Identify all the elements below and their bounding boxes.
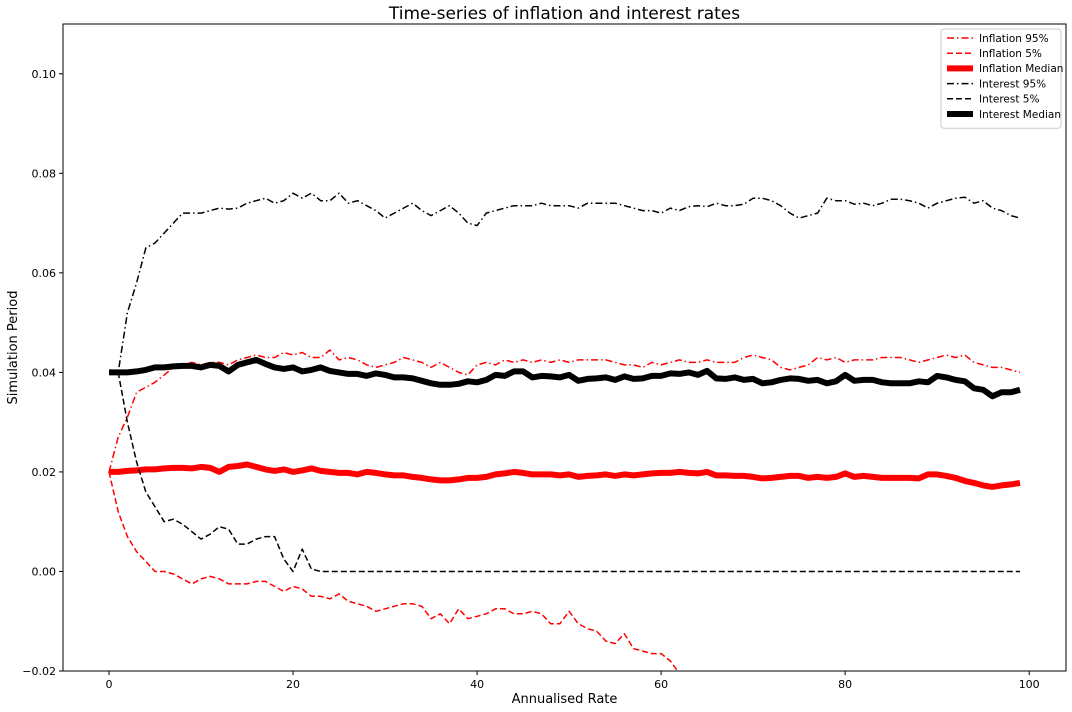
x-tick-label: 60 — [654, 678, 668, 691]
plot-frame — [62, 23, 1067, 672]
y-tick-label: 0.10 — [32, 68, 57, 81]
legend-label: Interest 95% — [979, 78, 1046, 90]
series-line-3 — [109, 192, 1021, 374]
y-axis-ticks: −0.02 0.00 0.02 0.04 0.06 0.08 0.10 — [22, 68, 63, 678]
series-line-0 — [108, 349, 1021, 473]
y-tick-label: −0.02 — [22, 665, 56, 678]
series-line-1 — [108, 471, 679, 671]
series-line-4 — [109, 371, 1020, 573]
y-tick-label: 0.08 — [32, 167, 57, 180]
legend-label: Inflation 95% — [979, 33, 1049, 45]
x-tick-label: 0 — [106, 678, 113, 691]
chart-title: Time-series of inflation and interest ra… — [388, 4, 740, 24]
legend: Inflation 95% Inflation 5% Inflation Media… — [940, 28, 1063, 129]
legend-label: Inflation Median — [979, 63, 1063, 75]
legend-label: Inflation 5% — [979, 48, 1042, 60]
x-tick-label: 40 — [470, 678, 484, 691]
series-line-5 — [109, 356, 1021, 400]
y-tick-label: 0.04 — [32, 366, 57, 379]
x-tick-label: 100 — [1019, 678, 1040, 691]
legend-label: Interest Median — [979, 109, 1061, 121]
y-tick-label: 0.00 — [32, 565, 57, 578]
y-tick-label: 0.02 — [32, 466, 57, 479]
x-axis-ticks: 0 20 40 60 80 100 — [106, 671, 1040, 691]
y-tick-label: 0.06 — [32, 267, 57, 280]
x-axis-label: Annualised Rate — [512, 692, 618, 707]
legend-label: Interest 5% — [979, 94, 1039, 106]
x-tick-label: 80 — [838, 678, 852, 691]
series-line-2 — [109, 461, 1021, 490]
x-tick-label: 20 — [286, 678, 300, 691]
plot-lines — [108, 192, 1021, 671]
y-axis-label: Simulation Period — [6, 291, 21, 405]
